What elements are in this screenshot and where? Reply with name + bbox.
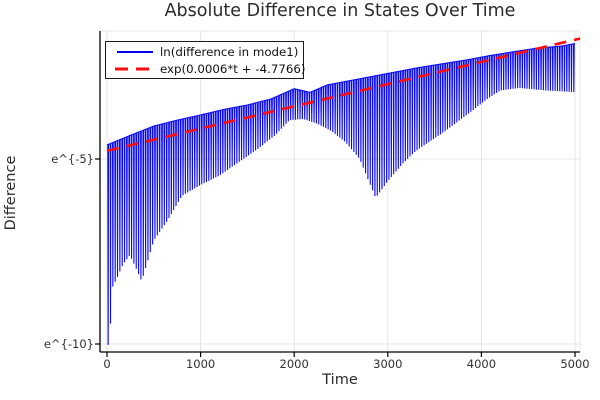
y-tick-label: e^{-5}: [51, 152, 94, 166]
x-tick-label: 2000: [279, 357, 309, 371]
legend: ln(difference in mode1) exp(0.0006*t + -…: [105, 41, 306, 79]
x-tick-label: 4000: [466, 357, 497, 371]
x-tick-label: 0: [103, 357, 111, 371]
legend-item-label: ln(difference in mode1): [160, 44, 299, 59]
x-axis-label: Time: [322, 372, 358, 388]
x-tick-label: 1000: [185, 357, 216, 371]
x-tick-label: 3000: [373, 357, 403, 371]
legend-line-sample-solid: [117, 50, 153, 53]
y-tick-label: e^{-10}: [43, 337, 94, 351]
x-tick-label: 5000: [560, 357, 590, 371]
legend-item: exp(0.0006*t + -4.7766): [112, 61, 306, 77]
legend-line-sample-dashed: [115, 67, 155, 70]
legend-item: ln(difference in mode1): [112, 44, 303, 60]
chart-title: Absolute Difference in States Over Time: [164, 1, 516, 21]
legend-item-label: exp(0.0006*t + -4.7766): [160, 61, 306, 76]
y-axis-label: Difference: [3, 155, 19, 231]
